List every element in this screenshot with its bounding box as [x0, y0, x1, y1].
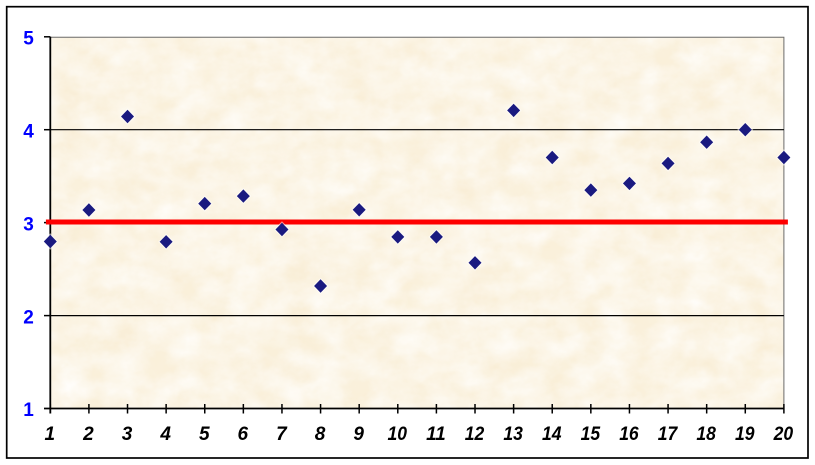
svg-text:8: 8 [315, 424, 326, 445]
svg-text:16: 16 [619, 424, 639, 445]
svg-text:17: 17 [658, 424, 679, 445]
svg-text:4: 4 [159, 424, 171, 445]
svg-text:12: 12 [465, 424, 485, 445]
svg-text:6: 6 [238, 424, 249, 445]
svg-text:14: 14 [542, 424, 562, 445]
svg-text:4: 4 [23, 121, 34, 142]
svg-text:5: 5 [199, 424, 210, 445]
svg-text:5: 5 [23, 29, 34, 50]
svg-text:13: 13 [503, 424, 523, 445]
svg-text:15: 15 [581, 424, 601, 445]
svg-text:2: 2 [82, 424, 94, 445]
svg-text:3: 3 [122, 424, 133, 445]
svg-text:7: 7 [276, 424, 288, 445]
svg-text:10: 10 [388, 424, 408, 445]
svg-text:3: 3 [23, 214, 34, 235]
svg-text:20: 20 [773, 424, 794, 445]
svg-text:2: 2 [23, 307, 34, 328]
svg-text:18: 18 [696, 424, 716, 445]
svg-text:1: 1 [45, 424, 56, 445]
svg-text:19: 19 [735, 424, 755, 445]
svg-text:11: 11 [426, 424, 446, 445]
svg-text:1: 1 [23, 400, 34, 421]
svg-text:9: 9 [353, 424, 364, 445]
